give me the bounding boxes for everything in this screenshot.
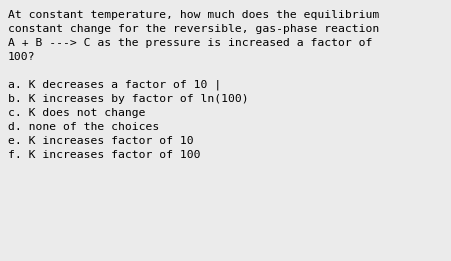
Text: e. K increases factor of 10: e. K increases factor of 10 (8, 136, 193, 146)
Text: constant change for the reversible, gas-phase reaction: constant change for the reversible, gas-… (8, 24, 378, 34)
Text: a. K decreases a factor of 10 |: a. K decreases a factor of 10 | (8, 80, 221, 91)
Text: c. K does not change: c. K does not change (8, 108, 145, 118)
Text: 100?: 100? (8, 52, 36, 62)
Text: At constant temperature, how much does the equilibrium: At constant temperature, how much does t… (8, 10, 378, 20)
Text: b. K increases by factor of ln(100): b. K increases by factor of ln(100) (8, 94, 248, 104)
Text: f. K increases factor of 100: f. K increases factor of 100 (8, 150, 200, 160)
Text: A + B ---> C as the pressure is increased a factor of: A + B ---> C as the pressure is increase… (8, 38, 372, 48)
Text: d. none of the choices: d. none of the choices (8, 122, 159, 132)
